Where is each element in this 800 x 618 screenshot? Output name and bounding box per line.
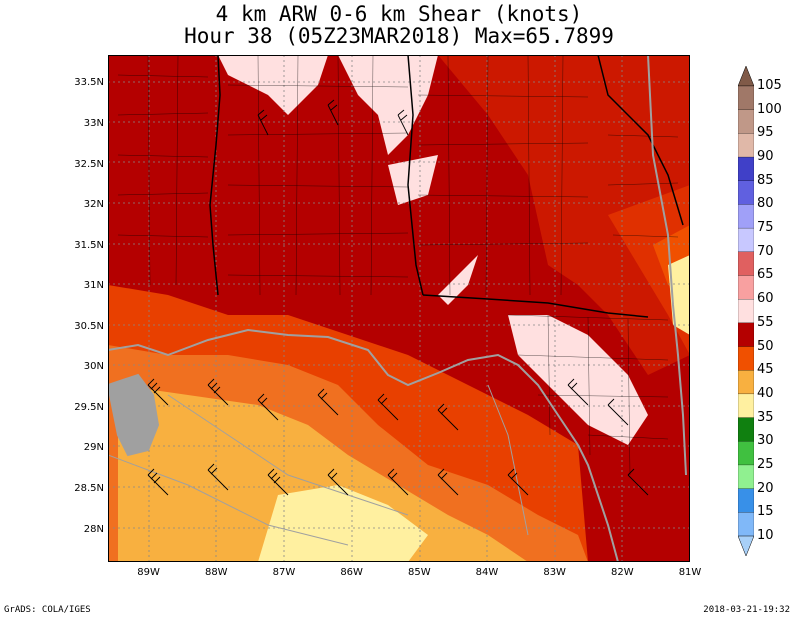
lon-tick-label: 86W [340,567,363,578]
colorbar-level-label: 50 [757,338,774,354]
colorbar-level-label: 70 [757,243,774,259]
colorbar-level-label: 80 [757,196,774,212]
colorbar-swatch [738,204,754,229]
shear-region-60-north [218,55,328,115]
colorbar-swatch [738,299,754,324]
lat-tick-label: 30N [83,361,104,373]
lat-tick-label: 33.5N [74,77,104,89]
colorbar-swatch [738,346,754,371]
colorbar-swatch [738,227,754,253]
colorbar-bottom-arrow [738,535,754,556]
colorbar-top-arrow [738,66,754,87]
offshore-lines [108,384,529,546]
colorbar [738,66,754,556]
colorbar-level-label: 90 [757,149,774,165]
shear-region-60-central [388,155,438,205]
colorbar-swatch [738,275,754,300]
shear-region-40-gulf [118,385,528,562]
colorbar-level-label: 100 [757,101,782,117]
lat-tick-label: 33N [83,117,104,129]
footer-timestamp: 2018-03-21-19:32 [703,605,790,615]
lon-tick-label: 85W [407,567,431,578]
lon-tick-label: 84W [475,567,499,578]
colorbar-level-label: 85 [757,172,774,188]
colorbar-level-label: 40 [757,385,774,401]
lon-tick-label: 82W [611,567,634,578]
lat-tick-label: 29N [83,442,104,454]
coastline [108,55,687,562]
colorbar-swatch [738,488,754,513]
colorbar-swatch [738,417,754,442]
lon-tick-label: 83W [543,567,566,578]
colorbar-level-label: 55 [757,314,774,330]
lon-tick-label: 81W [678,567,702,578]
shear-region-50-east [438,55,690,375]
lat-tick-label: 31.5N [74,239,104,251]
lat-tick-label: 32.5N [74,158,104,170]
lat-tick-label: 32N [83,199,104,211]
shear-map [108,55,690,562]
shear-region-60-streak [438,255,478,305]
lat-tick-label: 30.5N [74,320,104,332]
lon-tick-label: 88W [204,567,228,578]
lat-lon-grid [108,55,690,562]
colorbar-swatch [738,180,754,206]
colorbar-level-label: 30 [757,433,774,449]
colorbar-level-label: 15 [757,504,774,520]
lat-tick-label: 28.5N [74,482,104,494]
colorbar-swatch [738,441,754,466]
colorbar-swatch [738,133,754,158]
colorbar-level-label: 65 [757,267,774,283]
colorbar-level-label: 25 [757,456,774,472]
colorbar-level-label: 20 [757,480,774,496]
colorbar-swatch [738,393,754,419]
lat-tick-label: 29.5N [74,401,104,413]
colorbar-level-label: 75 [757,220,774,236]
colorbar-level-label: 10 [757,528,774,543]
shear-region-50-atlantic [608,185,690,355]
shear-region-35-gulf [258,485,428,562]
map-title-line-1: 4 km ARW 0-6 km Shear (knots) [215,2,583,26]
lon-tick-label: 89W [137,567,160,578]
colorbar-swatch [738,156,754,182]
wind-barbs [147,99,649,496]
colorbar-level-label: 95 [757,125,774,141]
colorbar-swatch [738,322,754,348]
state-borders [209,55,684,318]
footer-credit: GrADS: COLA/IGES [4,605,91,615]
colorbar-level-label: 60 [757,291,774,307]
colorbar-swatch [738,464,754,490]
colorbar-level-label: 105 [757,78,782,93]
map-title-line-2: Hour 38 (05Z23MAR2018) Max=65.7899 [184,24,614,48]
shear-region-60-fl [508,315,648,445]
lon-tick-label: 87W [272,567,296,578]
colorbar-swatch [738,85,754,111]
colorbar-level-label: 35 [757,409,774,425]
lat-tick-label: 28N [83,523,104,535]
colorbar-swatch [738,109,754,135]
county-lines [117,55,679,476]
shear-region-60-north2 [338,55,438,155]
colorbar-swatch [738,251,754,277]
colorbar-swatch [738,512,754,537]
colorbar-swatch [738,370,754,395]
colorbar-level-label: 45 [757,362,774,378]
lat-tick-label: 31N [83,280,104,292]
